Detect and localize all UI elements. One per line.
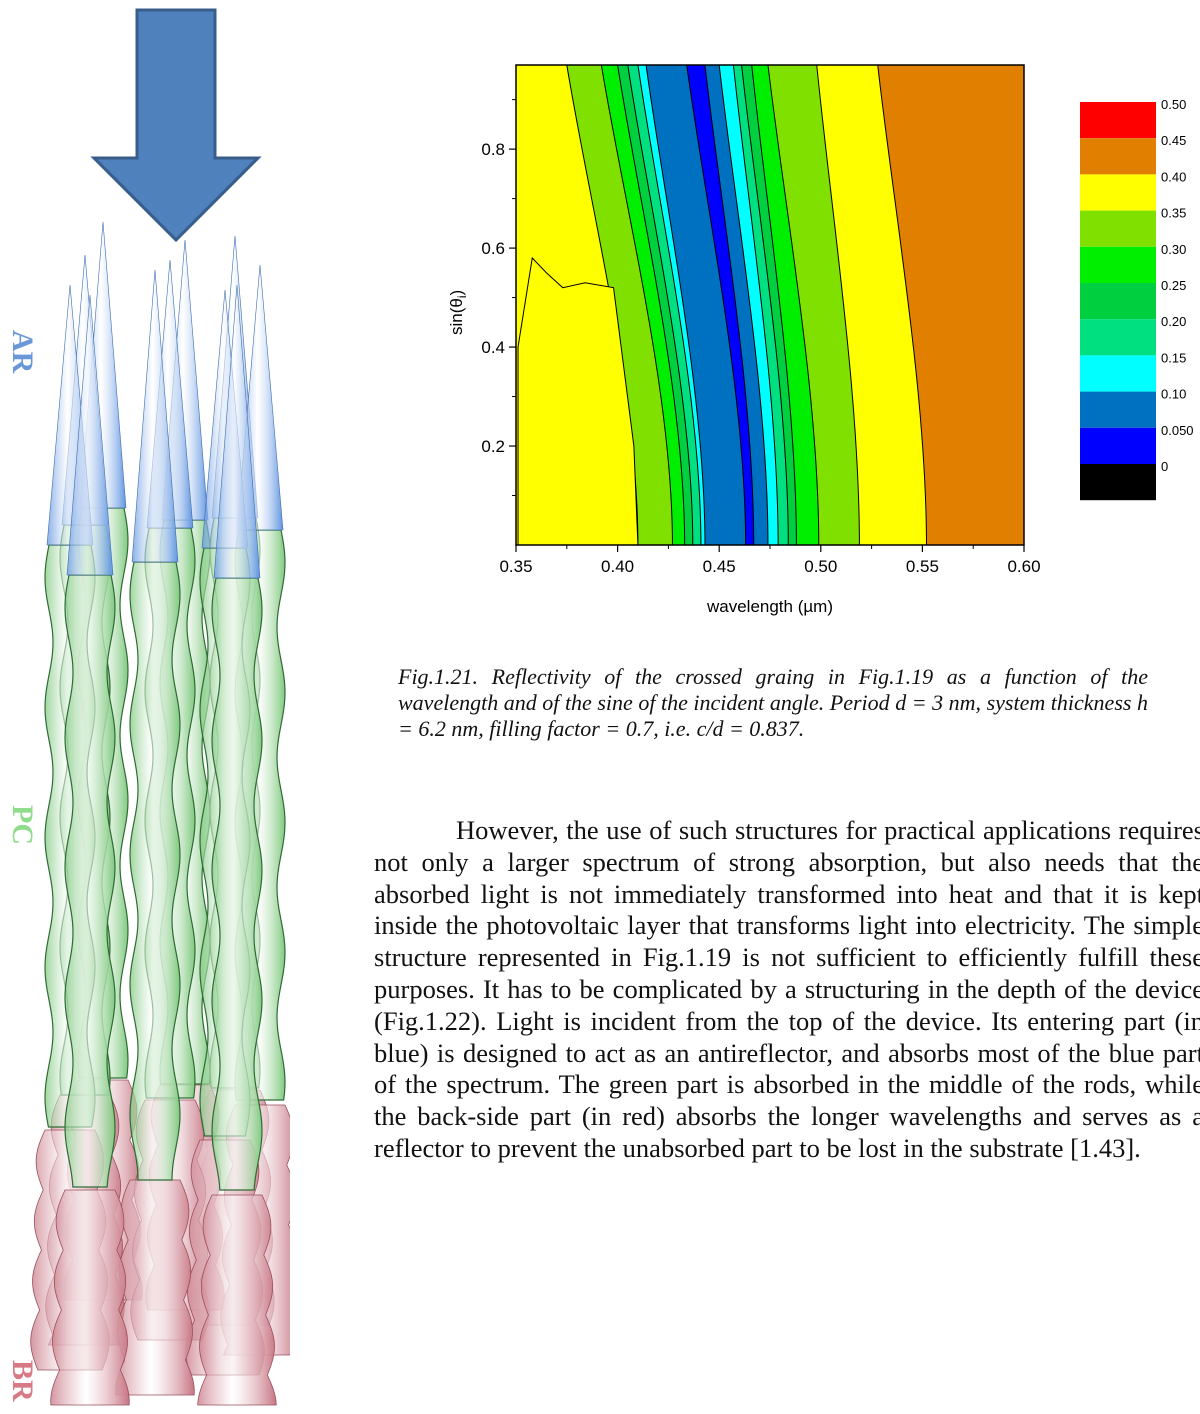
nanorod (197, 284, 277, 1406)
y-tick-label: 0.2 (481, 437, 505, 456)
colorbar-label: 0 (1161, 459, 1168, 474)
colorbar-label: 0.10 (1161, 387, 1186, 402)
rod-middle-segment (211, 577, 263, 1191)
rod-base-segment (50, 1189, 130, 1406)
x-tick-label: 0.45 (703, 557, 736, 576)
colorbar-swatch (1080, 210, 1156, 247)
contour-island (517, 256, 639, 546)
colorbar-swatch (1080, 355, 1156, 392)
rod-base-segment (115, 1179, 195, 1396)
y-tick-label: 0.6 (481, 239, 505, 258)
contour-band (877, 64, 1025, 546)
label-br: BR (6, 1360, 39, 1402)
colorbar-swatch (1080, 464, 1156, 501)
colorbar-label: 0.50 (1161, 97, 1186, 112)
nanorod (115, 269, 195, 1396)
incident-light-arrow (90, 8, 262, 243)
rod-base-segment (197, 1194, 277, 1406)
colorbar-swatch (1080, 319, 1156, 356)
colorbar-label: 0.30 (1161, 242, 1186, 257)
colorbar-swatch (1080, 427, 1156, 464)
colorbar-swatch (1080, 283, 1156, 320)
rod-tip-cone (131, 269, 179, 563)
colorbar-label: 0.40 (1161, 169, 1186, 184)
label-ar: AR (6, 330, 39, 374)
figure-caption: Fig.1.21. Reflectivity of the crossed gr… (398, 664, 1148, 741)
x-tick-label: 0.35 (499, 557, 532, 576)
colorbar-label: 0.25 (1161, 278, 1186, 293)
y-axis-label-main: sin(θ (447, 298, 466, 335)
reflectivity-contour-chart: 0.35 0.40 0.45 0.50 0.55 0.60 0.2 0.4 0.6 0.8 wave… (447, 64, 1194, 616)
contour-bands (566, 64, 1025, 546)
colorbar-label: 0.15 (1161, 350, 1186, 365)
colorbar-swatch (1080, 246, 1156, 283)
body-paragraph: However, the use of such structures for … (374, 815, 1200, 1163)
colorbar-swatch (1080, 102, 1156, 139)
x-tick-label: 0.50 (804, 557, 837, 576)
label-pc: PC (6, 805, 39, 845)
colorbar-swatch (1080, 138, 1156, 175)
x-tick-label: 0.55 (906, 557, 939, 576)
y-axis-label-subscript: i (455, 295, 469, 298)
y-tick-label: 0.4 (481, 338, 505, 357)
nanorod (50, 294, 130, 1406)
rod-middle-segment (64, 574, 116, 1188)
colorbar-label: 0.20 (1161, 314, 1186, 329)
nanorod-illustration (30, 8, 290, 1406)
rod-tip-cone (213, 284, 261, 579)
x-tick-label: 0.60 (1007, 557, 1040, 576)
colorbar-swatch (1080, 391, 1156, 428)
colorbar-swatch (1080, 174, 1156, 211)
y-tick-label: 0.8 (481, 140, 505, 159)
y-axis-label-close: ) (447, 290, 466, 296)
x-tick-label: 0.40 (601, 557, 634, 576)
rod-middle-segment (129, 561, 181, 1181)
colorbar-label: 0.45 (1161, 133, 1186, 148)
x-axis-label: wavelength (µm) (706, 597, 833, 616)
colorbar-label: 0.050 (1161, 423, 1194, 438)
rod-tip-cone (66, 294, 114, 576)
colorbar-label: 0.35 (1161, 206, 1186, 221)
y-axis-label: sin(θi) (447, 290, 469, 335)
